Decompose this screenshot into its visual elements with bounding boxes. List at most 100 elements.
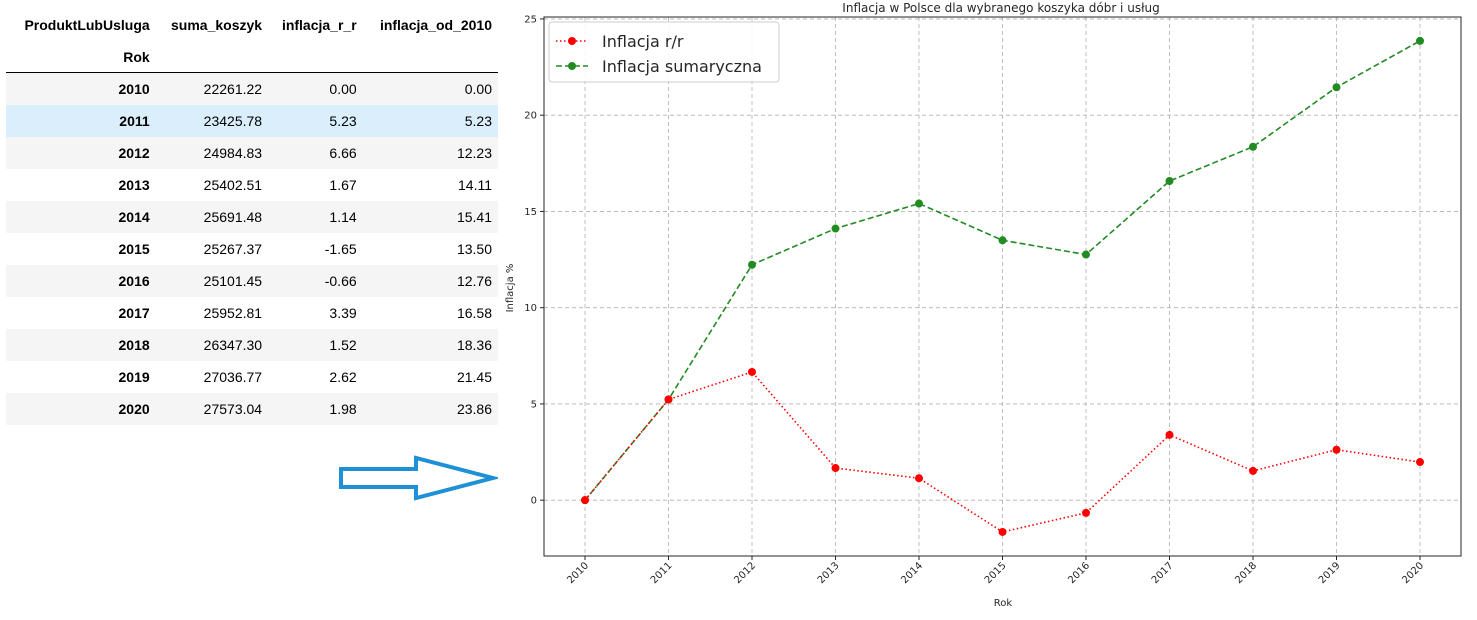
cell-suma-koszyk: 25267.37 [203, 241, 263, 257]
data-point-cumulative [915, 199, 923, 208]
cell-inflacja-r-r: 1.67 [329, 177, 357, 193]
row-index-year: 2016 [118, 273, 150, 289]
data-point-cumulative [748, 260, 756, 269]
row-index-year: 2010 [118, 81, 150, 97]
column-header: inflacja_od_2010 [379, 16, 492, 33]
legend-box [548, 21, 780, 83]
y-tick-label: 20 [524, 111, 537, 122]
cell-inflacja-od-2010: 16.58 [456, 305, 492, 321]
cell-inflacja-r-r: 1.14 [329, 209, 357, 225]
cell-inflacja-r-r: 6.66 [329, 145, 357, 161]
cell-suma-koszyk: 25101.45 [203, 273, 263, 289]
x-tick-label: 2016 [1066, 560, 1092, 586]
legend: Inflacja r/r Inflacja sumaryczna [548, 21, 780, 83]
x-tick-label: 2017 [1150, 560, 1176, 586]
table-header-row: ProduktLubUsluga suma_koszyk inflacja_r_… [6, 8, 498, 41]
cell-suma-koszyk: 27036.77 [203, 369, 263, 385]
cell-inflacja-r-r: -0.66 [324, 273, 357, 289]
table-body: 2010 22261.22 0.00 0.00 2011 23425.78 5.23 5.23… [6, 72, 498, 425]
data-point-yoy [915, 474, 923, 483]
data-point-yoy [1082, 508, 1090, 517]
y-tick-label: 15 [524, 207, 537, 218]
right-arrow-icon [339, 455, 498, 501]
x-tick-label: 2012 [732, 560, 758, 586]
row-index-year: 2018 [118, 337, 150, 353]
inflation-line-chart: Inflacja w Polsce dla wybranego koszyka … [505, 1, 1462, 609]
x-tick-label: 2019 [1317, 560, 1343, 586]
legend-marker-yoy [568, 37, 576, 45]
cell-inflacja-od-2010: 12.76 [456, 273, 492, 289]
table-row[interactable]: 2015 25267.37 -1.65 13.50 [6, 233, 498, 265]
x-tick-label: 2020 [1400, 560, 1426, 586]
cell-suma-koszyk: 25691.48 [203, 209, 263, 225]
data-point-yoy [748, 367, 756, 376]
index-name: Rok [6, 41, 156, 73]
cell-suma-koszyk: 25952.81 [203, 305, 263, 321]
table-row[interactable]: 2016 25101.45 -0.66 12.76 [6, 265, 498, 297]
cell-inflacja-od-2010: 23.86 [456, 401, 492, 417]
data-point-cumulative [1165, 177, 1174, 186]
cell-inflacja-od-2010: 18.36 [456, 337, 492, 353]
cell-inflacja-od-2010: 13.50 [456, 241, 492, 257]
table-row[interactable]: 2010 22261.22 0.00 0.00 [6, 72, 498, 105]
row-index-year: 2012 [118, 145, 150, 161]
x-tick-label: 2018 [1233, 560, 1259, 586]
data-point-cumulative [998, 236, 1007, 245]
cell-inflacja-r-r: 1.98 [329, 401, 357, 417]
cell-inflacja-r-r: 3.39 [329, 305, 357, 321]
cell-inflacja-r-r: -1.65 [324, 241, 357, 257]
cell-suma-koszyk: 23425.78 [203, 113, 263, 129]
data-point-yoy [1416, 458, 1424, 467]
table-row[interactable]: 2012 24984.83 6.66 12.23 [6, 137, 498, 169]
x-tick-label: 2010 [565, 560, 591, 586]
cell-inflacja-r-r: 1.52 [329, 337, 357, 353]
cell-suma-koszyk: 25402.51 [203, 177, 263, 193]
table-row[interactable]: 2013 25402.51 1.67 14.11 [6, 169, 498, 201]
cell-suma-koszyk: 24984.83 [203, 145, 263, 161]
column-header: inflacja_r_r [281, 16, 357, 33]
y-tick-label: 5 [531, 399, 537, 410]
row-index-year: 2020 [118, 401, 150, 417]
data-point-yoy [998, 527, 1007, 536]
y-tick-label: 10 [524, 303, 537, 314]
data-point-yoy [664, 395, 673, 404]
table-row[interactable]: 2019 27036.77 2.62 21.45 [6, 361, 498, 393]
data-point-yoy [1249, 466, 1257, 475]
cell-inflacja-r-r: 0.00 [329, 81, 357, 97]
x-tick-label: 2013 [816, 560, 842, 586]
row-index-year: 2019 [118, 369, 150, 385]
column-header: suma_koszyk [171, 16, 263, 33]
row-index-year: 2014 [118, 209, 150, 225]
row-index-year: 2011 [119, 113, 150, 129]
row-index-year: 2013 [118, 177, 150, 193]
row-index-year: 2015 [118, 241, 150, 257]
cell-inflacja-od-2010: 21.45 [456, 369, 492, 385]
grid [544, 17, 1461, 556]
data-point-yoy [1332, 445, 1341, 454]
table-row[interactable]: 2020 27573.04 1.98 23.86 [6, 393, 498, 425]
table-row[interactable]: 2014 25691.48 1.14 15.41 [6, 201, 498, 233]
data-point-cumulative [831, 224, 840, 233]
cell-inflacja-od-2010: 12.23 [456, 145, 492, 161]
cell-suma-koszyk: 27573.04 [203, 401, 263, 417]
table-index-name-row: Rok [6, 41, 498, 73]
data-point-cumulative [1416, 36, 1424, 45]
x-axis-label: Rok [994, 598, 1013, 609]
table-row[interactable]: 2018 26347.30 1.52 18.36 [6, 329, 498, 361]
legend-marker-cumulative [568, 62, 576, 70]
cell-inflacja-od-2010: 5.23 [464, 113, 492, 129]
data-point-cumulative [1082, 250, 1090, 259]
data-point-cumulative [1332, 83, 1341, 92]
cell-inflacja-r-r: 2.62 [329, 369, 357, 385]
data-point-cumulative [1249, 142, 1257, 151]
y-tick-label: 0 [531, 496, 537, 507]
cell-inflacja-od-2010: 14.11 [458, 177, 492, 193]
data-point-yoy [1165, 430, 1174, 439]
cell-suma-koszyk: 26347.30 [203, 337, 263, 353]
cell-inflacja-od-2010: 15.41 [456, 209, 492, 225]
legend-label-cumulative: Inflacja sumaryczna [602, 57, 762, 76]
cell-suma-koszyk: 22261.22 [203, 81, 263, 97]
table-row[interactable]: 2017 25952.81 3.39 16.58 [6, 297, 498, 329]
table-row[interactable]: 2011 23425.78 5.23 5.23 [6, 105, 498, 137]
y-tick-label: 25 [524, 14, 537, 25]
